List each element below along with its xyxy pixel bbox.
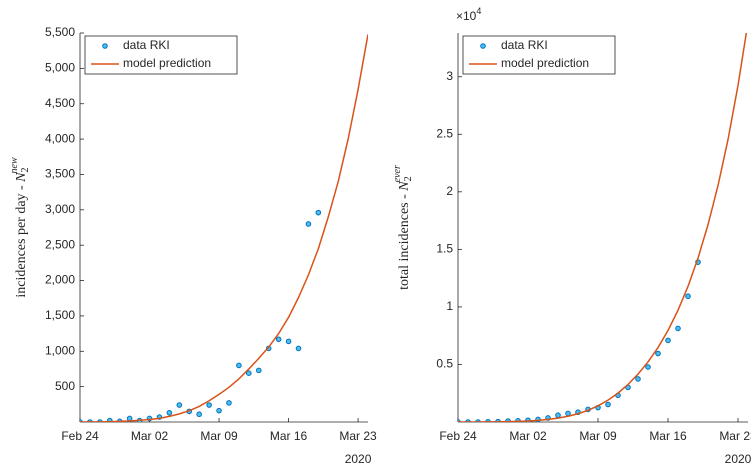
- data-point: [555, 412, 561, 419]
- x-tick-label: Feb 24: [61, 429, 99, 443]
- y-tick-label: 4,000: [45, 131, 75, 145]
- y-tick-label: 0.5: [436, 357, 453, 371]
- data-point: [635, 376, 641, 382]
- x-tick-label: Mar 02: [131, 429, 169, 443]
- x-tick-label: Mar 09: [200, 429, 238, 443]
- data-point: [685, 293, 691, 300]
- data-point: [246, 370, 252, 376]
- data-point: [655, 350, 661, 357]
- y-label-sub: 2: [20, 167, 31, 172]
- x-tick-label: Mar 23: [339, 429, 377, 443]
- data-point: [216, 407, 222, 414]
- legend-marker: [480, 43, 486, 49]
- data-point: [166, 410, 173, 416]
- y-label-sup: new: [9, 157, 20, 173]
- x-year-label: 2020: [345, 452, 372, 466]
- legend-box: [84, 35, 238, 75]
- exponent-power: 4: [476, 6, 481, 16]
- data-point: [605, 401, 611, 408]
- legend-box: [462, 35, 616, 75]
- y-label-sub: 2: [403, 176, 414, 181]
- legend-label: model prediction: [123, 56, 211, 70]
- data-point: [645, 364, 651, 370]
- data-point: [665, 337, 671, 344]
- y-exponent: ×104: [456, 6, 481, 23]
- x-tick-label: Mar 16: [270, 429, 308, 443]
- y-label-symbol: N: [397, 181, 412, 192]
- y-tick-label: 1,000: [45, 343, 75, 357]
- data-point: [176, 402, 183, 408]
- y-tick-label: 5,500: [45, 25, 75, 39]
- y-tick-label: 1,500: [45, 308, 75, 322]
- legend-marker: [102, 43, 108, 49]
- x-tick-label: Feb 24: [439, 429, 477, 443]
- legend-label: data RKI: [501, 38, 548, 52]
- y-tick-label: 3,500: [45, 167, 75, 181]
- x-tick-label: Mar 02: [509, 429, 547, 443]
- data-point: [206, 402, 212, 408]
- y-tick-label: 5,000: [45, 61, 75, 75]
- model-line: [80, 34, 368, 422]
- x-tick-label: Mar 16: [649, 429, 687, 443]
- y-tick-label: 2: [446, 184, 453, 198]
- y-axis-label: incidences per day - N2new: [9, 157, 31, 298]
- y-tick-label: 3: [446, 69, 453, 83]
- data-point: [275, 336, 282, 343]
- y-label-symbol: N: [14, 172, 29, 183]
- data-point: [196, 411, 202, 418]
- plot-area: [458, 33, 748, 422]
- y-tick-label: 500: [55, 379, 75, 393]
- data-point: [305, 221, 312, 227]
- x-tick-label: Mar 23: [719, 429, 751, 443]
- data-point: [285, 338, 292, 345]
- data-point: [315, 209, 322, 216]
- legend-label: data RKI: [123, 38, 170, 52]
- data-point: [295, 345, 302, 352]
- plot-area: [80, 34, 368, 422]
- y-tick-label: 2,500: [45, 237, 75, 251]
- data-point: [226, 400, 232, 406]
- legend-label: model prediction: [501, 56, 589, 70]
- y-tick-label: 2,000: [45, 273, 75, 287]
- y-tick-label: 4,500: [45, 96, 75, 110]
- y-label-sup: ever: [392, 165, 403, 182]
- data-point: [255, 367, 262, 374]
- y-tick-label: 1: [446, 299, 453, 313]
- y-axis-label: total incidences - N2ever: [392, 165, 414, 290]
- data-point: [675, 325, 681, 332]
- data-point: [126, 415, 133, 422]
- data-point: [236, 362, 242, 369]
- y-tick-label: 1.5: [436, 242, 453, 256]
- x-tick-label: Mar 09: [579, 429, 617, 443]
- y-tick-label: 3,000: [45, 202, 75, 216]
- exponent-base: ×10: [456, 9, 477, 23]
- y-label-text: incidences per day -: [14, 182, 29, 298]
- y-tick-label: 2.5: [436, 126, 453, 140]
- y-label-text: total incidences -: [397, 191, 412, 290]
- x-year-label: 2020: [725, 452, 751, 466]
- model-line: [458, 33, 748, 422]
